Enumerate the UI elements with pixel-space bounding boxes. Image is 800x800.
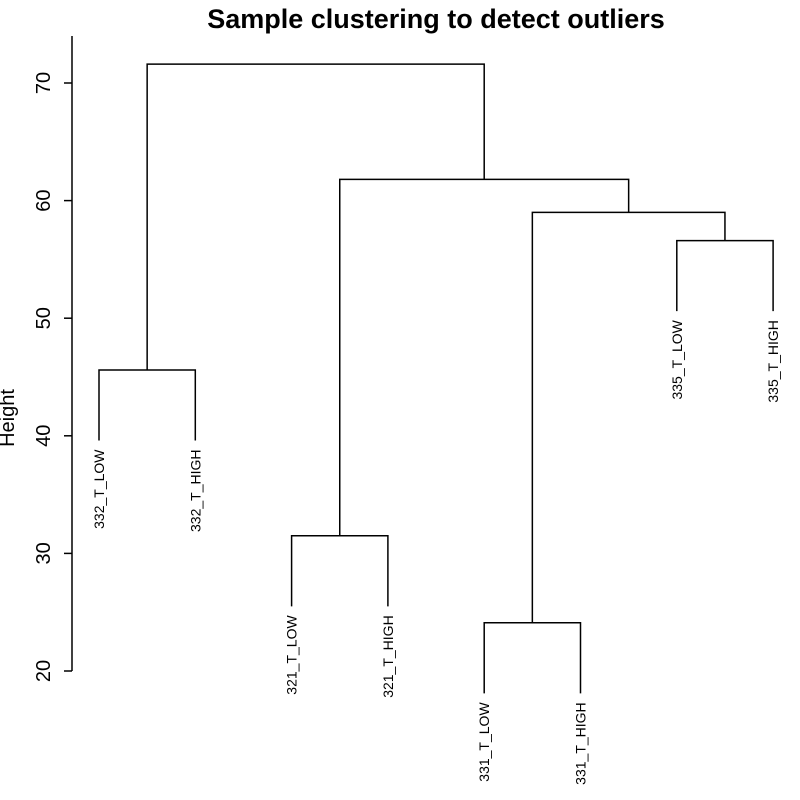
leaf-labels: 332_T_LOW 332_T_HIGH 321_T_LOW 321_T_HIGH 33… [91, 319, 781, 784]
branch-m6 [339, 178, 630, 536]
branch-m2 [290, 535, 389, 607]
dendrogram-branches [98, 63, 774, 694]
leaf-label: 332_T_LOW [91, 449, 107, 529]
leaf-label: 335_T_HIGH [765, 320, 781, 402]
y-tick-label: 70 [33, 72, 55, 94]
branch-m1 [98, 369, 197, 441]
y-axis: 20 30 40 50 60 70 [33, 36, 73, 682]
branch-m3 [483, 622, 582, 694]
y-tick-label: 40 [33, 425, 55, 447]
y-tick-label: 30 [33, 542, 55, 564]
leaf-label: 332_T_HIGH [187, 450, 203, 532]
y-tick-label: 60 [33, 189, 55, 211]
y-tick-label: 50 [33, 307, 55, 329]
branch-m4 [676, 239, 774, 312]
y-tick-label: 20 [33, 660, 55, 682]
leaf-label: 331_T_LOW [476, 702, 492, 782]
leaf-label: 321_T_HIGH [380, 615, 396, 697]
chart-title: Sample clustering to detect outliers [207, 4, 665, 34]
leaf-label: 331_T_HIGH [573, 702, 589, 784]
y-axis-label: Height [0, 389, 19, 447]
branch-m5 [531, 211, 726, 623]
leaf-label: 321_T_LOW [284, 615, 300, 695]
branch-m7 [146, 63, 485, 370]
leaf-label: 335_T_LOW [669, 319, 685, 399]
